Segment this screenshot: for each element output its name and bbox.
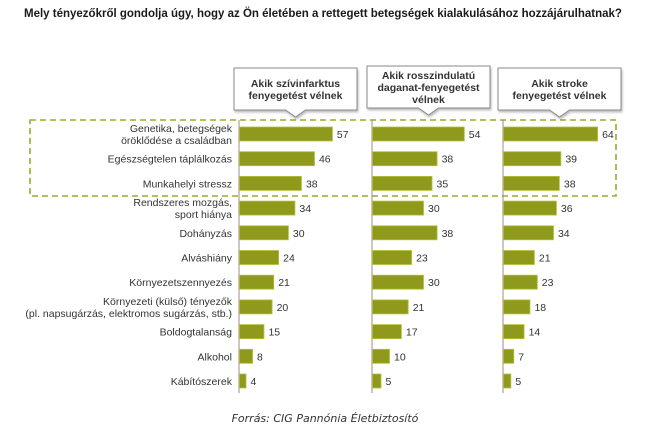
value-label: 23 xyxy=(416,253,428,265)
series-header-box xyxy=(366,65,491,116)
bar xyxy=(239,200,296,216)
value-label: 46 xyxy=(319,154,331,166)
value-label: 5 xyxy=(515,376,521,388)
bar xyxy=(239,324,265,340)
bar xyxy=(239,274,275,290)
value-label: 20 xyxy=(277,302,289,314)
category-label: Kábítószerek xyxy=(171,376,233,388)
category-label: Munkahelyi stressz xyxy=(143,178,232,190)
value-label: 21 xyxy=(539,253,551,265)
value-label: 18 xyxy=(534,302,546,314)
bar xyxy=(372,200,424,216)
bar xyxy=(503,274,538,290)
bar xyxy=(503,200,557,216)
bar xyxy=(372,274,424,290)
series-header-box xyxy=(233,67,358,118)
value-label: 10 xyxy=(394,351,406,363)
bar xyxy=(503,151,562,167)
bar xyxy=(372,250,412,265)
value-label: 5 xyxy=(386,376,392,388)
bar xyxy=(239,373,247,389)
value-label: 30 xyxy=(293,228,305,240)
bar xyxy=(239,348,253,364)
value-label: 4 xyxy=(251,376,257,388)
bar xyxy=(372,373,382,389)
bar xyxy=(503,348,515,364)
bar xyxy=(239,299,273,315)
value-label: 23 xyxy=(542,277,554,289)
value-label: 54 xyxy=(469,129,481,141)
bar xyxy=(372,126,465,142)
bar xyxy=(239,175,302,191)
bar xyxy=(372,175,433,191)
category-label: Környezetszennyezés xyxy=(129,277,232,289)
value-label: 39 xyxy=(565,154,577,166)
bar xyxy=(372,225,438,241)
series-header-label: Akik rosszindulatú daganat-fenyegetést vél… xyxy=(377,70,480,106)
category-label: Alváshiány xyxy=(181,253,233,265)
value-label: 8 xyxy=(257,351,263,363)
bar xyxy=(239,126,333,142)
category-label: Rendszeres mozgás, sport hiánya xyxy=(133,197,232,221)
value-label: 24 xyxy=(283,253,295,265)
category-label: Környezeti (külső) tényezők (pl. napsugár… xyxy=(25,296,232,320)
value-label: 34 xyxy=(558,228,570,240)
value-label: 30 xyxy=(428,277,440,289)
value-label: 30 xyxy=(428,203,440,215)
value-label: 17 xyxy=(406,327,418,339)
value-label: 38 xyxy=(564,178,576,190)
value-label: 14 xyxy=(529,327,541,339)
bar xyxy=(503,324,525,340)
value-label: 36 xyxy=(561,203,573,215)
value-label: 7 xyxy=(518,351,524,363)
category-label: Alkohol xyxy=(198,351,232,363)
chart-title: Mely tényezőkről gondolja úgy, hogy az Ö… xyxy=(24,8,622,20)
category-label: Egészségtelen táplálkozás xyxy=(108,154,232,166)
bar xyxy=(239,250,280,265)
bar xyxy=(372,324,402,340)
bar xyxy=(503,250,535,265)
value-label: 15 xyxy=(268,327,280,339)
bar xyxy=(503,373,512,389)
series-header-box xyxy=(497,67,622,118)
value-label: 64 xyxy=(602,129,614,141)
value-label: 38 xyxy=(442,228,454,240)
series-header-label: Akik stroke fenyegetést vélnek xyxy=(513,78,607,102)
category-label: Genetika, betegségek öröklődése a családb… xyxy=(121,123,233,147)
series-header-label: Akik szívinfarktus fenyegetést vélnek xyxy=(249,78,343,102)
category-label: Boldogtalanság xyxy=(160,327,233,339)
value-label: 38 xyxy=(306,178,318,190)
source-note: Forrás: CIG Pannónia Életbiztosító xyxy=(231,412,419,425)
bar xyxy=(239,225,289,241)
bar xyxy=(372,299,409,315)
value-label: 21 xyxy=(413,302,425,314)
bar xyxy=(239,151,315,167)
bar xyxy=(503,175,560,191)
bar xyxy=(372,348,390,364)
value-label: 35 xyxy=(437,178,449,190)
bar xyxy=(503,299,531,315)
value-label: 57 xyxy=(337,129,349,141)
bar xyxy=(372,151,438,167)
highlight-box xyxy=(29,119,617,197)
value-label: 38 xyxy=(442,154,454,166)
bar xyxy=(503,126,598,142)
bar xyxy=(503,225,554,241)
value-label: 34 xyxy=(299,203,311,215)
value-label: 21 xyxy=(278,277,290,289)
category-label: Dohányzás xyxy=(179,228,232,240)
